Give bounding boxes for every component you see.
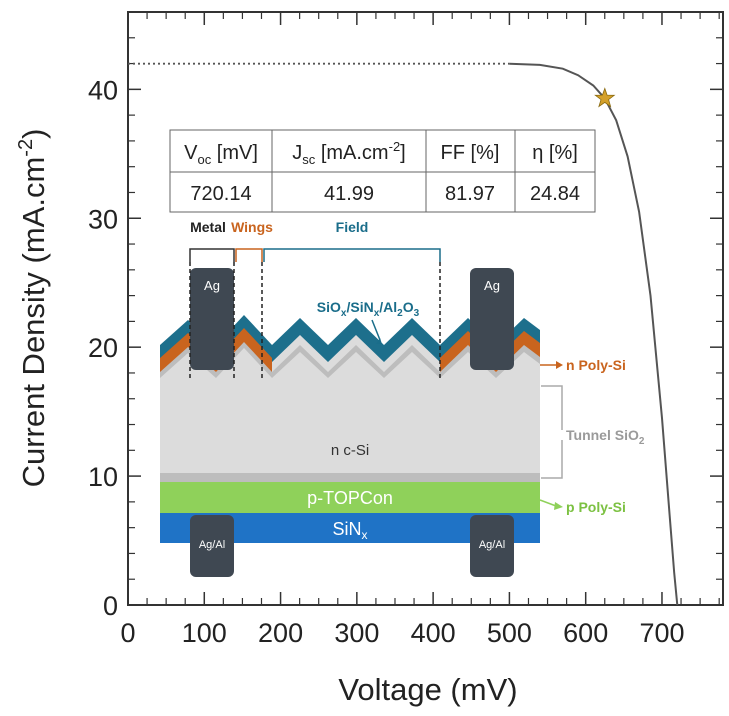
y-tick-label-40: 40 xyxy=(88,75,118,105)
passivation-label: SiOx/SiNx/Al2O3 xyxy=(317,299,420,319)
rear-contact-left xyxy=(190,515,234,577)
x-axis-title: Voltage (mV) xyxy=(338,672,517,707)
y-tick-label-10: 10 xyxy=(88,462,118,492)
y-axis-title-close: ) xyxy=(16,129,51,139)
y-tick-label-0: 0 xyxy=(103,591,118,621)
p-poly-label: p Poly-Si xyxy=(566,499,626,515)
x-tick-label-100: 100 xyxy=(182,618,227,648)
front-contact-right xyxy=(470,268,514,370)
table-value-eta: 24.84 xyxy=(530,183,580,205)
front-contact-left xyxy=(190,268,234,370)
results-table: Voc [mV] Jsc [mA.cm-2] FF [%] η [%] 720.… xyxy=(169,129,596,213)
rear-contact-left-label: Ag/Al xyxy=(199,539,225,551)
metal-label: Metal xyxy=(190,219,226,235)
y-tick-label-30: 30 xyxy=(88,204,118,234)
x-tick-label-200: 200 xyxy=(258,618,303,648)
y-tick-label-20: 20 xyxy=(88,333,118,363)
x-tick-label-600: 600 xyxy=(563,618,608,648)
bulk-label: n c-Si xyxy=(331,442,369,459)
front-contact-right-label: Ag xyxy=(484,278,500,293)
mpp-star-marker xyxy=(594,87,616,108)
field-label: Field xyxy=(336,219,369,235)
y-axis-title-main: Current Density (mA.cm xyxy=(16,157,51,488)
wings-label: Wings xyxy=(231,219,273,235)
plot-frame xyxy=(127,11,724,606)
table-value-ff: 81.97 xyxy=(445,183,495,205)
n-poly-label: n Poly-Si xyxy=(566,357,626,373)
table-header-ff: FF [%] xyxy=(441,142,500,164)
y-axis-title-sup: -2 xyxy=(15,139,37,157)
metal-bracket xyxy=(189,248,235,262)
tick-labels: 0 100 200 300 400 500 600 700 0 10 20 30 40 xyxy=(88,75,685,648)
rear-contact-right xyxy=(470,515,514,577)
bulk-region xyxy=(160,348,540,475)
rear-contact-right-label: Ag/Al xyxy=(479,539,505,551)
rear-tunnel-band xyxy=(160,473,540,482)
x-tick-label-400: 400 xyxy=(411,618,456,648)
axis-ticks xyxy=(127,12,723,606)
series-group xyxy=(128,62,679,606)
y-axis-title: Current Density (mA.cm-2) xyxy=(15,129,51,488)
table-header-jsc: Jsc [mA.cm-2] xyxy=(292,139,405,167)
x-tick-label-700: 700 xyxy=(639,618,684,648)
x-tick-label-0: 0 xyxy=(120,618,135,648)
front-contact-left-label: Ag xyxy=(204,278,220,293)
cell-diagram: Metal Wings Field Ag Ag Ag/Al Ag/Al xyxy=(160,219,645,577)
tunnel-label: Tunnel SiO2 xyxy=(566,427,645,447)
table-value-jsc: 41.99 xyxy=(324,183,374,205)
x-tick-label-300: 300 xyxy=(334,618,379,648)
p-topcon-layer xyxy=(160,482,540,513)
sinx-label: SiNx xyxy=(332,519,367,542)
x-tick-label-500: 500 xyxy=(487,618,532,648)
series-line-1 xyxy=(509,62,679,606)
table-header-voc: Voc [mV] xyxy=(184,142,258,167)
table-header-eta: η [%] xyxy=(532,142,578,164)
wings-bracket xyxy=(235,248,263,262)
p-topcon-label: p-TOPCon xyxy=(307,488,393,508)
field-bracket xyxy=(263,248,441,262)
table-value-voc: 720.14 xyxy=(190,183,251,205)
